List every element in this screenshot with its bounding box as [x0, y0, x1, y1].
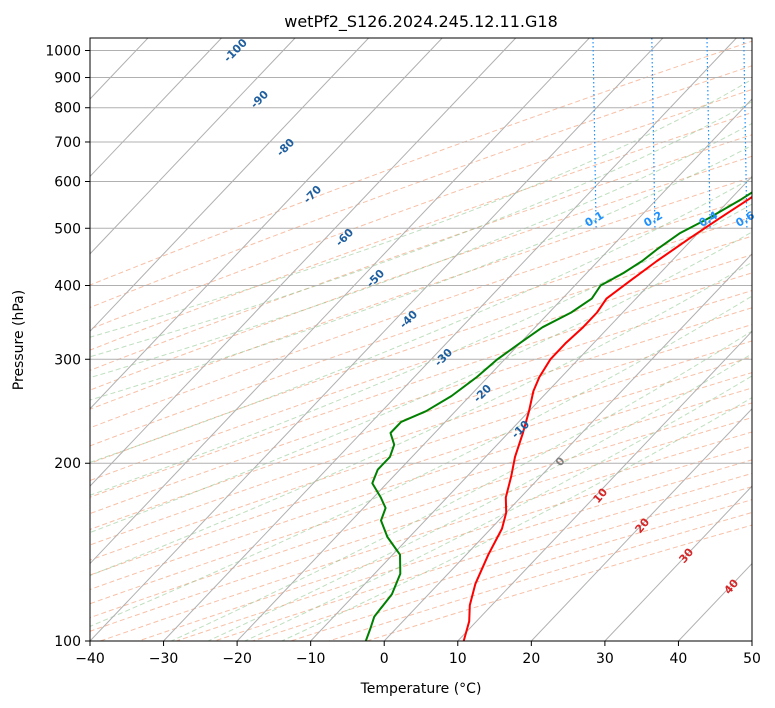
- dry-adiabat-line: [138, 445, 752, 641]
- x-axis: −40 −30 −20 −10 0 10 20 30 40 50: [75, 641, 761, 667]
- profiles: [364, 191, 752, 641]
- x-tick-label: 40: [670, 651, 688, 667]
- dry-adiabat-label: -60: [333, 226, 356, 249]
- dry-adiabat-line: [90, 134, 752, 371]
- dry-adiabat-line: [90, 324, 752, 546]
- moist-adiabat-line: [90, 100, 752, 358]
- y-tick-label: 800: [54, 101, 81, 117]
- isotherm-line: [383, 253, 752, 641]
- isotherm-line: [751, 640, 752, 641]
- moist-adiabat-label: 20: [632, 515, 652, 535]
- moist-adiabat-label: 0: [553, 454, 568, 468]
- isotherm-line: [310, 175, 752, 641]
- x-tick-label: 0: [380, 651, 389, 667]
- moist-adiabat-line: [171, 330, 752, 641]
- mixing-ratio-label: 0.6: [733, 209, 757, 230]
- isotherm-line: [90, 38, 443, 410]
- y-tick-label: 700: [54, 135, 81, 151]
- y-axis: 100 200 300 400 500 600 700 800 900 1000: [45, 44, 90, 650]
- profile-line: [462, 195, 752, 641]
- dry-adiabat-line: [90, 216, 752, 447]
- isotherm-line: [90, 38, 296, 255]
- isotherm-line: [90, 38, 590, 565]
- y-axis-title: Pressure (hPa): [11, 290, 27, 390]
- x-tick-label: −30: [149, 651, 179, 667]
- dry-adiabat-label: -70: [301, 183, 324, 206]
- dry-adiabat-line: [90, 272, 752, 498]
- dry-adiabat-line: [90, 307, 752, 531]
- dry-adiabat-line: [90, 402, 752, 619]
- dry-adiabat-line: [328, 511, 752, 641]
- isotherm-line: [163, 38, 737, 641]
- dry-adiabat-label: -50: [364, 267, 387, 290]
- mixing-ratio-label: 0.4: [697, 209, 721, 230]
- moist-adiabat-line: [90, 295, 752, 627]
- dry-adiabat-line: [90, 111, 752, 351]
- background-lines: [0, 38, 752, 641]
- moist-adiabat-line: [244, 375, 752, 641]
- isotherm-line: [90, 38, 517, 487]
- moist-adiabat-line: [90, 177, 752, 463]
- dry-adiabat-label: -10: [509, 418, 532, 441]
- dry-adiabat-label: -20: [471, 382, 494, 405]
- isotherm-line: [530, 407, 752, 641]
- x-tick-label: 30: [596, 651, 614, 667]
- y-tick-label: 300: [54, 352, 81, 368]
- dry-adiabat-line: [90, 65, 752, 309]
- isotherm-line: [90, 38, 222, 178]
- x-tick-label: 20: [522, 651, 540, 667]
- moist-adiabat-label: 40: [721, 576, 741, 596]
- y-tick-label: 200: [54, 456, 81, 472]
- x-tick-label: −20: [222, 651, 252, 667]
- x-tick-label: −40: [75, 651, 105, 667]
- isotherm-line: [236, 98, 752, 641]
- dry-adiabat-label: -80: [274, 136, 297, 159]
- dry-adiabat-line: [90, 387, 752, 605]
- dry-adiabat-line: [90, 196, 752, 429]
- y-tick-label: 500: [54, 221, 81, 237]
- chart-title: wetPf2_S126.2024.245.12.11.G18: [284, 12, 558, 32]
- y-tick-label: 600: [54, 175, 81, 191]
- x-tick-label: 10: [449, 651, 467, 667]
- isotherm-line: [678, 562, 752, 641]
- y-tick-label: 400: [54, 278, 81, 294]
- moist-adiabat-line: [90, 78, 752, 338]
- isotherm-line: [90, 38, 369, 333]
- x-tick-label: 50: [743, 651, 761, 667]
- y-tick-label: 100: [54, 634, 81, 650]
- dry-adiabat-line: [90, 235, 752, 464]
- dry-adiabat-line: [252, 486, 752, 641]
- dry-adiabat-line: [90, 417, 752, 632]
- x-tick-label: −10: [296, 651, 326, 667]
- isotherm-line: [604, 485, 752, 641]
- dry-adiabat-line: [290, 499, 752, 641]
- x-axis-title: Temperature (°C): [360, 681, 482, 697]
- isotherm-line: [457, 330, 752, 641]
- dry-adiabat-line: [366, 524, 752, 641]
- isotherm-line: [0, 38, 1, 641]
- plot-frame: [89, 37, 753, 642]
- profile-line: [364, 191, 752, 641]
- moist-adiabat-line: [90, 144, 752, 401]
- y-tick-label: 900: [54, 71, 81, 87]
- dry-adiabat-line: [100, 431, 752, 641]
- y-tick-label: 1000: [45, 44, 81, 60]
- dry-adiabat-line: [90, 40, 752, 286]
- moist-adiabat-line: [90, 122, 752, 379]
- dry-adiabat-line: [90, 176, 752, 410]
- mixing-ratio-line: [651, 38, 656, 229]
- isotherm-line: [90, 38, 664, 641]
- dry-adiabat-label: -30: [432, 346, 455, 369]
- moist-adiabat-label: 10: [590, 485, 610, 505]
